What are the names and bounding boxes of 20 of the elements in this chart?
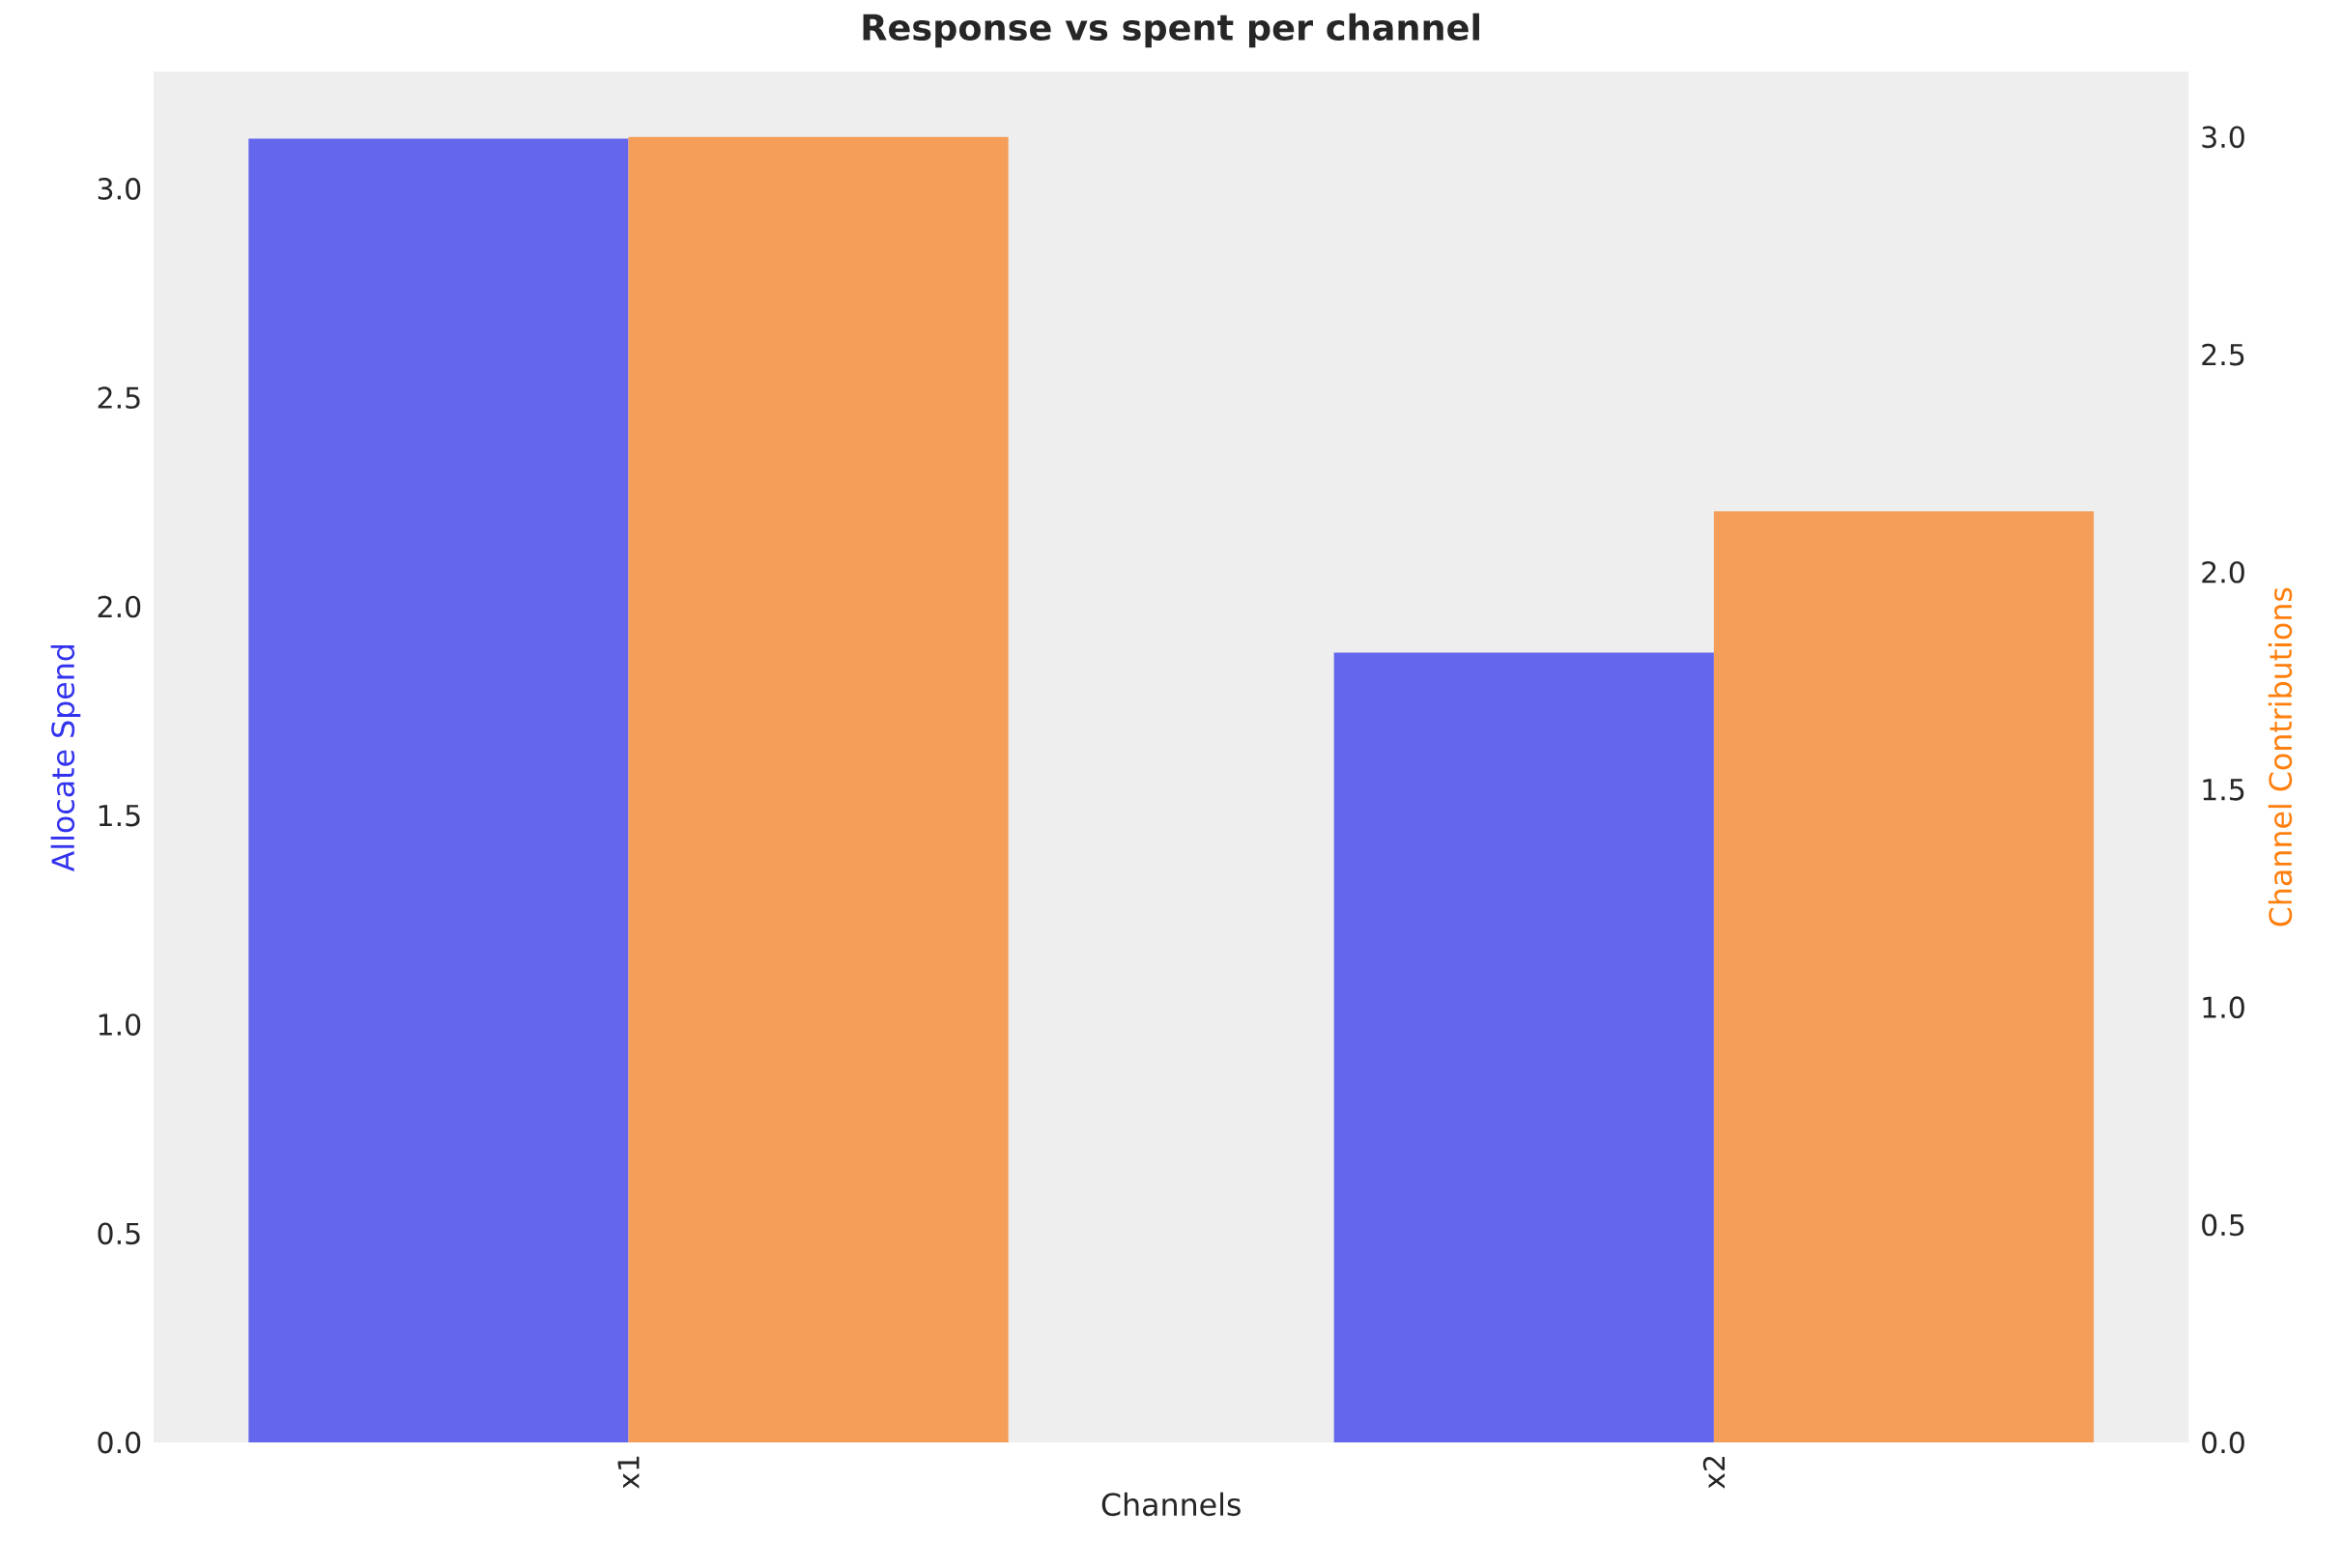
y2-tick-label: 0.0 [2202, 1431, 2244, 1454]
y-tick-label: 0.0 [98, 1431, 141, 1454]
y2-tick-label: 0.5 [2202, 1213, 2244, 1237]
y2-tick-label: 1.0 [2203, 996, 2244, 1018]
y-tick-label: 3.0 [98, 178, 141, 200]
y-tick-label: 0.5 [98, 1222, 140, 1245]
x-axis-title: Channels [1101, 1492, 1241, 1517]
y-tick-label: 2.0 [98, 595, 141, 618]
x-tick-label: x1 [617, 1456, 640, 1489]
y2-tick-label: 2.5 [2202, 343, 2244, 366]
y-axis-title: Allocate Spend [50, 644, 81, 872]
chart-title: Response vs spent per channel [863, 13, 1479, 48]
y-tick-label: 1.5 [99, 805, 140, 827]
y-tick-label: 1.0 [99, 1013, 141, 1036]
y-tick-label: 2.5 [98, 386, 140, 409]
x-tick-label: x2 [1702, 1456, 1726, 1489]
y2-axis-title: Channel Contributions [2268, 587, 2293, 927]
y2-tick-label: 1.5 [2203, 779, 2244, 801]
y2-tick-label: 2.0 [2202, 560, 2244, 584]
y2-tick-label: 3.0 [2202, 126, 2244, 149]
